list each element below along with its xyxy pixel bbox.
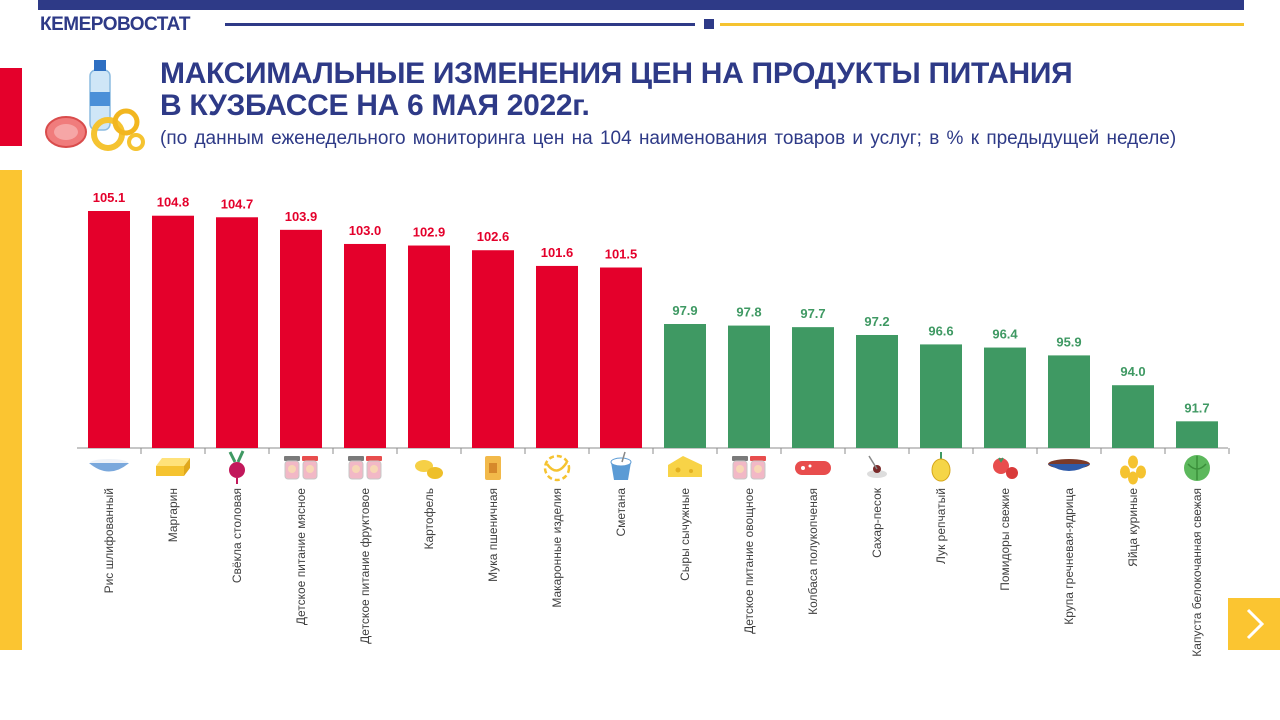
category-label: Картофель	[422, 488, 436, 550]
bar	[728, 325, 770, 448]
category-label: Мука пшеничная	[486, 488, 500, 582]
category-label: Помидоры свежие	[998, 488, 1012, 591]
bar	[1048, 355, 1090, 448]
bar	[664, 324, 706, 448]
baby-food-jar-icon	[348, 456, 382, 480]
bar	[216, 217, 258, 448]
sour-cream-icon	[610, 451, 632, 480]
bar	[600, 267, 642, 448]
bar	[1176, 421, 1218, 448]
page-title-line-2: В КУЗБАССЕ НА 6 МАЯ 2022г.	[160, 89, 590, 122]
bar-value-label: 105.1	[93, 190, 126, 205]
bar-value-label: 104.7	[221, 196, 254, 211]
chevron-right-icon	[1246, 608, 1265, 640]
beet-icon	[228, 450, 245, 484]
bar-value-label: 91.7	[1184, 400, 1209, 415]
bar-value-label: 94.0	[1120, 364, 1145, 379]
rice-bowl-icon	[89, 459, 129, 472]
category-label: Детское питание фруктовое	[358, 488, 372, 644]
brand-logo-text: КЕМЕРОВОСТАТ	[40, 14, 191, 35]
bar	[152, 215, 194, 448]
page-title-line-1: МАКСИМАЛЬНЫЕ ИЗМЕНЕНИЯ ЦЕН НА ПРОДУКТЫ П…	[160, 57, 1073, 90]
category-label: Сметана	[614, 488, 628, 537]
baby-food-jar-icon	[732, 456, 766, 480]
baby-food-jar-icon	[284, 456, 318, 480]
bar-value-label: 96.4	[992, 327, 1018, 342]
bar-value-label: 97.7	[800, 306, 825, 321]
sugar-icon	[867, 455, 887, 478]
side-accent-yellow	[0, 170, 22, 650]
header-rule-blue	[225, 23, 695, 26]
header-rule-yellow	[720, 23, 1244, 26]
tomato-icon	[993, 457, 1018, 479]
bar	[984, 347, 1026, 448]
flour-bag-icon	[485, 456, 501, 480]
buckwheat-bowl-icon	[1048, 459, 1090, 471]
bar	[792, 327, 834, 448]
cabbage-icon	[1184, 455, 1210, 481]
category-label: Маргарин	[166, 488, 180, 542]
bar	[856, 334, 898, 448]
bar-value-label: 97.8	[736, 305, 761, 320]
cheese-icon	[668, 456, 702, 477]
category-label: Макаронные изделия	[550, 488, 564, 608]
bar	[280, 229, 322, 448]
bar-value-label: 104.8	[157, 195, 190, 210]
bar	[536, 265, 578, 448]
page-title: МАКСИМАЛЬНЫЕ ИЗМЕНЕНИЯ ЦЕН НА ПРОДУКТЫ П…	[160, 57, 1073, 122]
bar-value-label: 102.9	[413, 225, 446, 240]
eggs-icon	[1120, 455, 1146, 485]
bar	[344, 243, 386, 448]
pasta-icon	[543, 454, 571, 482]
category-label: Лук репчатый	[934, 488, 948, 564]
bar	[1112, 385, 1154, 448]
bar	[472, 250, 514, 448]
groceries-illustration-icon	[45, 60, 145, 151]
bar-value-label: 103.0	[349, 223, 382, 238]
potato-icon	[415, 460, 443, 479]
category-label: Свёкла столовая	[230, 488, 244, 583]
bar-value-label: 103.9	[285, 209, 318, 224]
header-rule-square	[704, 19, 714, 29]
page-subtitle: (по данным еженедельного мониторинга цен…	[160, 128, 1177, 149]
category-label: Сахар-песок	[870, 487, 884, 558]
bar-value-label: 101.5	[605, 247, 638, 262]
bar-value-label: 95.9	[1056, 334, 1081, 349]
bar-value-label: 96.6	[928, 323, 953, 338]
category-label: Колбаса полукопченая	[806, 488, 820, 615]
category-label: Сыры сычужные	[678, 488, 692, 581]
bar	[88, 211, 130, 448]
category-label: Детское питание овощное	[742, 488, 756, 634]
category-label: Капуста белокочанная свежая	[1190, 488, 1204, 657]
next-slide-button[interactable]	[1228, 598, 1280, 650]
onion-icon	[931, 452, 951, 482]
bar	[920, 344, 962, 448]
category-label: Рис шлифованный	[102, 488, 116, 593]
bar	[408, 245, 450, 448]
category-label: Яйца куриные	[1126, 488, 1140, 567]
butter-icon	[156, 458, 190, 476]
side-accent-red	[0, 68, 22, 146]
bar-value-label: 97.2	[864, 314, 889, 329]
category-label: Крупа гречневая-ядрица	[1062, 488, 1076, 625]
category-label: Детское питание мясное	[294, 488, 308, 625]
top-bar	[38, 0, 1244, 10]
bar-value-label: 97.9	[672, 303, 697, 318]
bar-value-label: 101.6	[541, 245, 574, 260]
sausage-icon	[795, 461, 831, 475]
bar-value-label: 102.6	[477, 229, 510, 244]
